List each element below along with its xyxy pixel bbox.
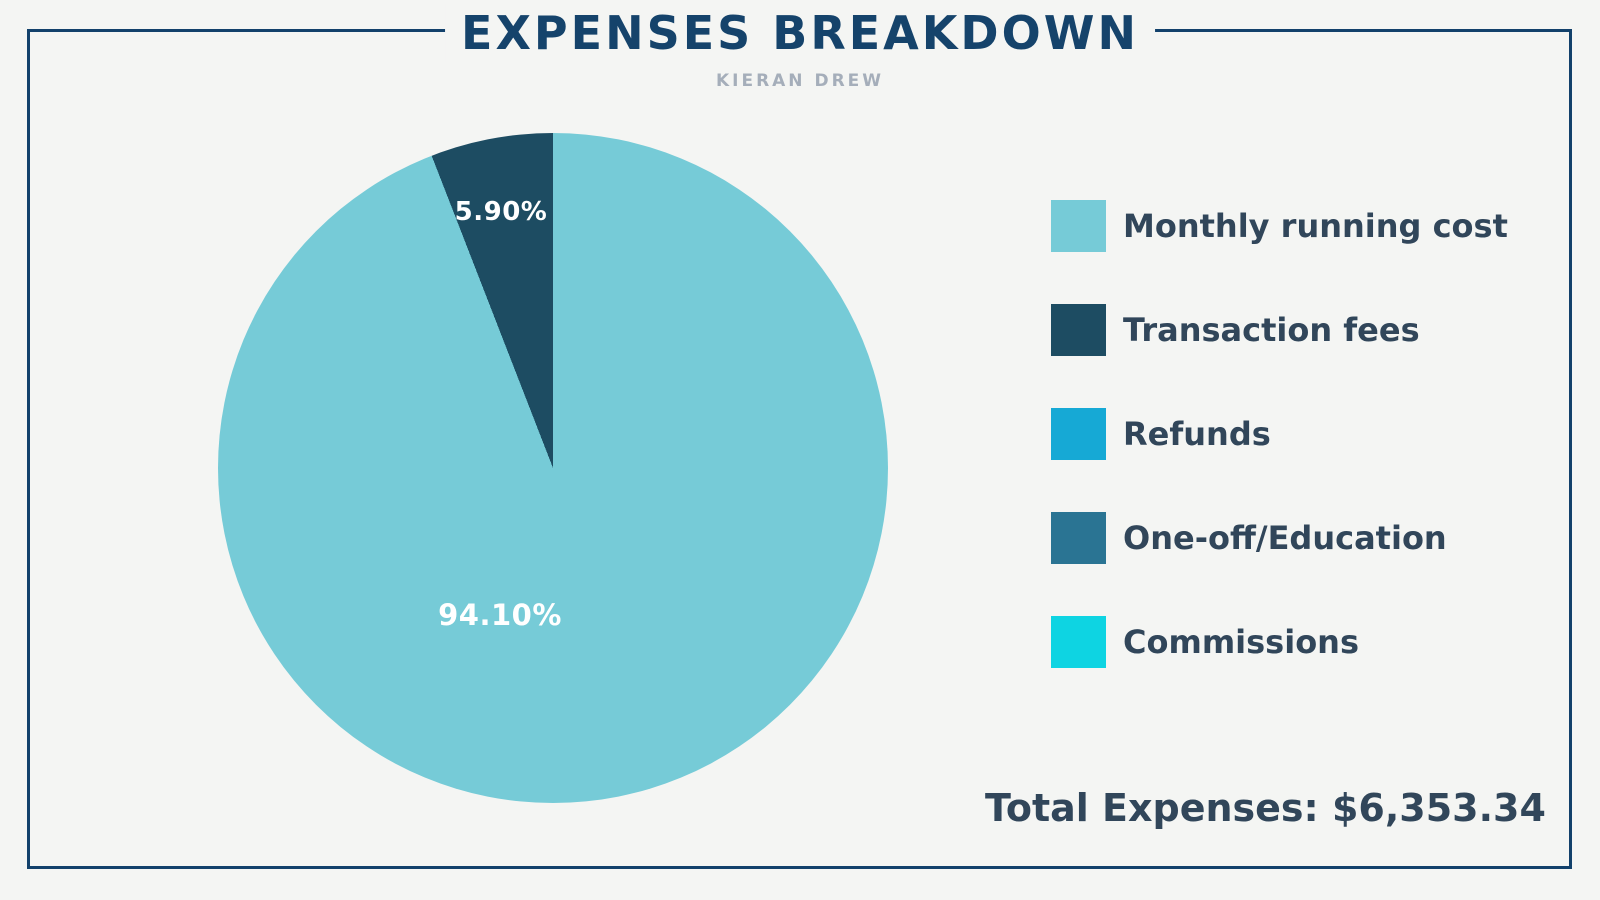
legend: Monthly running cost Transaction fees Re… [1051,200,1508,720]
legend-item-transaction-fees: Transaction fees [1051,304,1508,356]
legend-swatch-refunds [1051,408,1106,460]
page-subtitle: KIERAN DREW [715,71,885,91]
legend-label: Commissions [1123,623,1359,661]
legend-item-refunds: Refunds [1051,408,1508,460]
legend-label: Monthly running cost [1123,207,1508,245]
legend-label: Transaction fees [1123,311,1420,349]
title-container: EXPENSES BREAKDOWN [445,4,1155,62]
total-expenses: Total Expenses: $6,353.34 [985,786,1546,830]
legend-swatch-transaction-fees [1051,304,1106,356]
page-title: EXPENSES BREAKDOWN [461,6,1139,60]
legend-item-commissions: Commissions [1051,616,1508,668]
legend-item-monthly-running-cost: Monthly running cost [1051,200,1508,252]
legend-label: Refunds [1123,415,1271,453]
legend-label: One-off/Education [1123,519,1447,557]
legend-swatch-monthly-running-cost [1051,200,1106,252]
legend-swatch-one-off-education [1051,512,1106,564]
pie-slice-label-transaction-fees: 5.90% [454,197,548,227]
legend-item-one-off-education: One-off/Education [1051,512,1508,564]
pie-slice-label-monthly-running-cost: 94.10% [438,598,562,632]
pie-chart: 5.90% 94.10% [218,133,888,803]
legend-swatch-commissions [1051,616,1106,668]
